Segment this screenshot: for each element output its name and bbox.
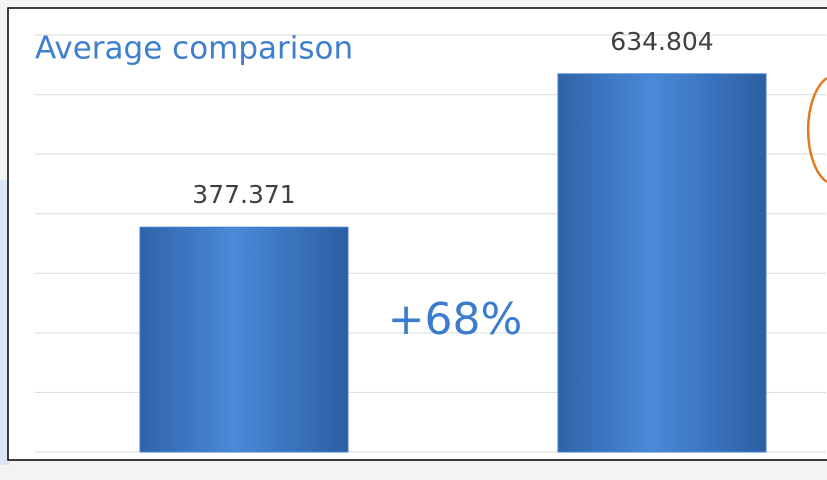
side-panel xyxy=(0,180,10,465)
bar xyxy=(557,73,767,453)
annotation: +68% xyxy=(388,294,523,345)
value-label: 377.371 xyxy=(192,180,295,209)
value-label: 634.804 xyxy=(610,27,713,56)
chart-title: Average comparison xyxy=(35,31,353,67)
plot-area: 377.371 634.804 xyxy=(35,27,826,453)
bar xyxy=(139,226,349,453)
circle-decoration xyxy=(806,76,827,184)
